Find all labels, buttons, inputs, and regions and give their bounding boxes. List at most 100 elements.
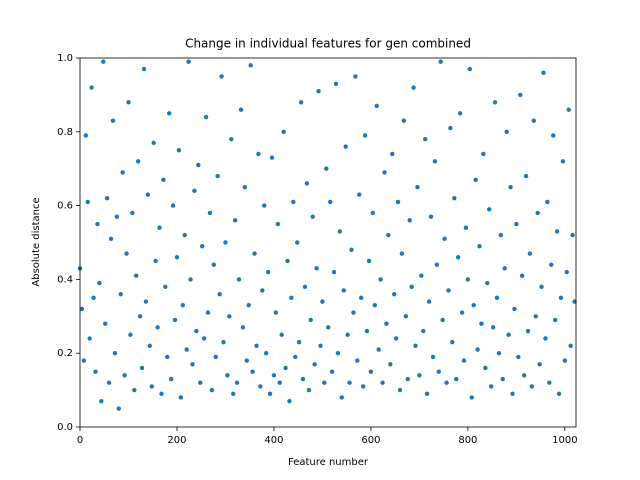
point bbox=[454, 376, 459, 382]
point bbox=[417, 373, 422, 378]
point bbox=[368, 369, 374, 374]
point bbox=[424, 391, 430, 396]
point bbox=[506, 332, 511, 337]
point bbox=[496, 351, 502, 356]
point bbox=[213, 354, 218, 360]
point bbox=[446, 288, 451, 293]
point bbox=[562, 358, 568, 363]
point bbox=[234, 380, 240, 385]
point bbox=[219, 74, 224, 79]
chart-title: Change in individual features for gen co… bbox=[185, 37, 471, 51]
point bbox=[322, 380, 327, 385]
point bbox=[570, 232, 575, 238]
point bbox=[502, 266, 507, 271]
point bbox=[568, 343, 573, 349]
point bbox=[283, 365, 288, 371]
point bbox=[345, 332, 350, 337]
point bbox=[401, 118, 407, 123]
point bbox=[335, 351, 341, 356]
point bbox=[415, 184, 420, 190]
point bbox=[353, 74, 358, 79]
point bbox=[490, 325, 496, 330]
point bbox=[99, 398, 104, 404]
point bbox=[523, 173, 529, 179]
point bbox=[327, 199, 333, 205]
point bbox=[413, 343, 418, 349]
point bbox=[101, 59, 106, 64]
point bbox=[366, 258, 372, 264]
point bbox=[504, 129, 509, 134]
point bbox=[428, 214, 434, 219]
point bbox=[508, 184, 513, 190]
point bbox=[558, 295, 564, 301]
point bbox=[498, 232, 504, 238]
point bbox=[360, 384, 366, 389]
point bbox=[263, 351, 269, 356]
point bbox=[124, 251, 129, 256]
point bbox=[196, 162, 201, 168]
point bbox=[376, 347, 381, 352]
point bbox=[471, 303, 476, 308]
point bbox=[514, 221, 519, 227]
point bbox=[87, 336, 92, 341]
point bbox=[378, 277, 383, 282]
point bbox=[145, 192, 151, 197]
point bbox=[359, 295, 364, 301]
point bbox=[432, 159, 438, 164]
point bbox=[201, 336, 207, 341]
point bbox=[438, 59, 443, 64]
point bbox=[194, 328, 199, 334]
point bbox=[203, 114, 209, 120]
point bbox=[188, 277, 193, 282]
point bbox=[221, 339, 226, 345]
point bbox=[207, 210, 213, 216]
point bbox=[543, 336, 548, 341]
point bbox=[492, 100, 498, 105]
point bbox=[260, 288, 265, 293]
point bbox=[430, 354, 436, 360]
point bbox=[89, 85, 94, 90]
point bbox=[287, 398, 292, 404]
point bbox=[343, 144, 348, 149]
point bbox=[362, 133, 368, 138]
point bbox=[172, 317, 178, 323]
point bbox=[556, 391, 562, 396]
point bbox=[384, 321, 389, 326]
point bbox=[300, 376, 306, 382]
point bbox=[518, 92, 523, 98]
point bbox=[485, 280, 490, 286]
point bbox=[141, 66, 147, 72]
point bbox=[116, 406, 121, 411]
point bbox=[143, 299, 149, 304]
point bbox=[314, 266, 319, 271]
point bbox=[256, 151, 261, 157]
point bbox=[254, 343, 259, 349]
y-axis-label: Absolute distance bbox=[31, 197, 42, 286]
point bbox=[551, 133, 556, 138]
point bbox=[566, 107, 571, 112]
point bbox=[393, 336, 399, 341]
point bbox=[229, 136, 234, 142]
point bbox=[281, 129, 286, 134]
point bbox=[95, 221, 100, 227]
point bbox=[85, 199, 90, 205]
point bbox=[475, 347, 480, 352]
point bbox=[176, 148, 182, 153]
point bbox=[248, 63, 253, 68]
y-tick-label: 1.0 bbox=[57, 53, 73, 64]
point bbox=[186, 59, 191, 64]
point bbox=[306, 387, 312, 393]
x-tick-label: 800 bbox=[458, 435, 477, 446]
point bbox=[91, 295, 96, 301]
x-tick-label: 600 bbox=[361, 435, 380, 446]
point bbox=[277, 380, 282, 385]
point bbox=[114, 214, 120, 219]
point bbox=[477, 243, 482, 249]
point bbox=[560, 159, 566, 164]
point bbox=[347, 380, 352, 385]
point bbox=[450, 339, 455, 345]
point bbox=[310, 214, 315, 219]
point bbox=[110, 118, 116, 123]
plot-frame bbox=[79, 57, 577, 428]
